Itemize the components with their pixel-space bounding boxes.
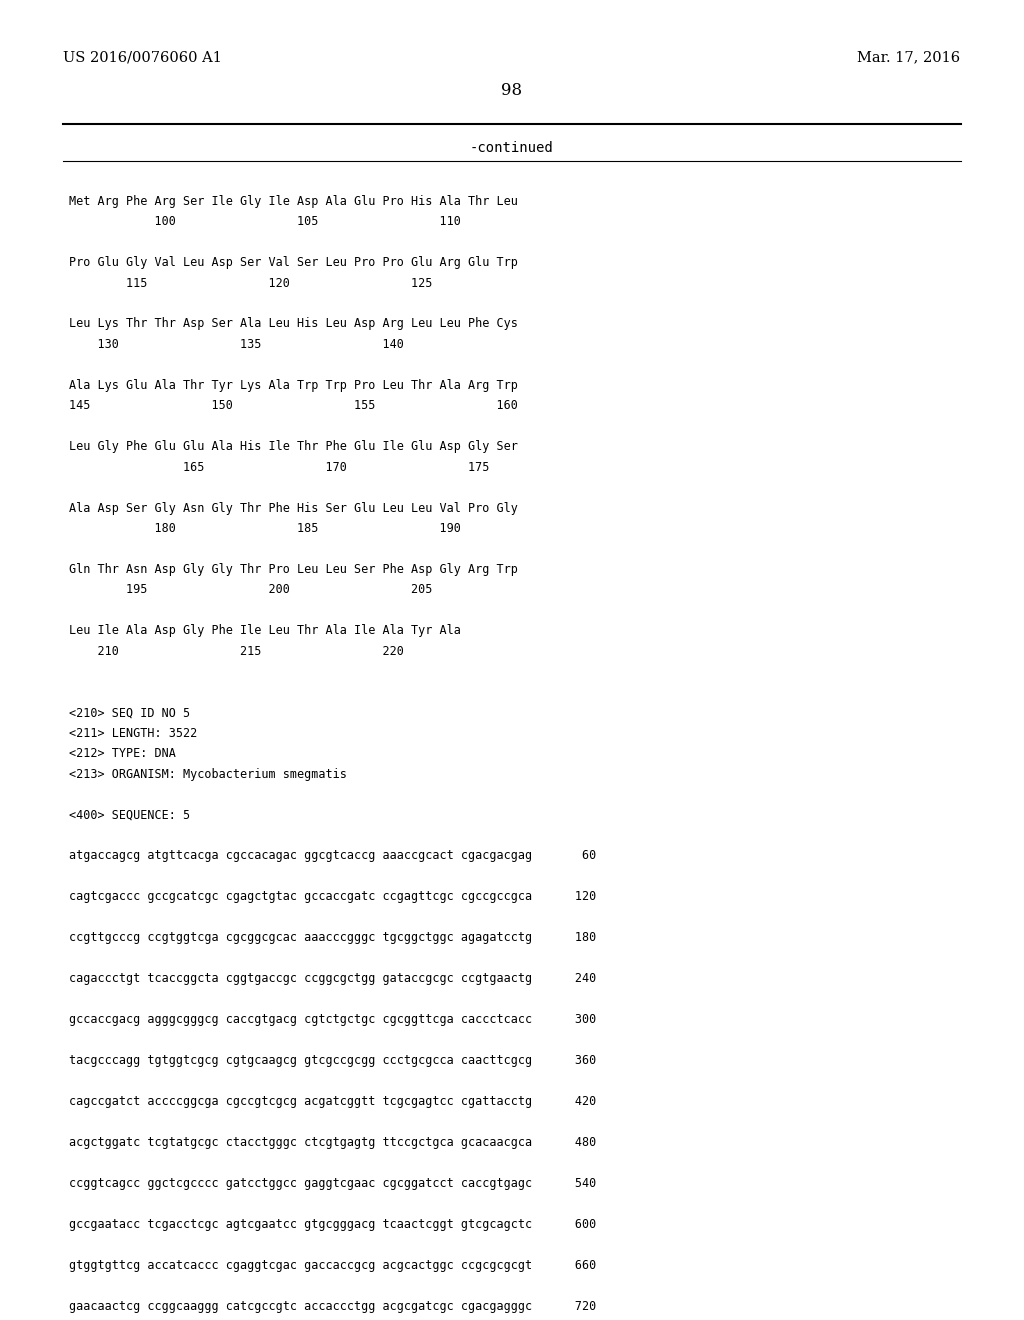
- Text: atgaccagcg atgttcacga cgccacagac ggcgtcaccg aaaccgcact cgacgacgag       60: atgaccagcg atgttcacga cgccacagac ggcgtca…: [69, 850, 596, 862]
- Text: gaacaactcg ccggcaaggg catcgccgtc accaccctgg acgcgatcgc cgacgagggc      720: gaacaactcg ccggcaaggg catcgccgtc accaccc…: [69, 1299, 596, 1312]
- Text: Mar. 17, 2016: Mar. 17, 2016: [857, 50, 961, 65]
- Text: 145                 150                 155                 160: 145 150 155 160: [69, 399, 517, 412]
- Text: 98: 98: [502, 82, 522, 99]
- Text: ccggtcagcc ggctcgcccc gatcctggcc gaggtcgaac cgcggatcct caccgtgagc      540: ccggtcagcc ggctcgcccc gatcctggcc gaggtcg…: [69, 1177, 596, 1189]
- Text: 210                 215                 220: 210 215 220: [69, 644, 403, 657]
- Text: Ala Lys Glu Ala Thr Tyr Lys Ala Trp Trp Pro Leu Thr Ala Arg Trp: Ala Lys Glu Ala Thr Tyr Lys Ala Trp Trp …: [69, 379, 517, 392]
- Text: <212> TYPE: DNA: <212> TYPE: DNA: [69, 747, 175, 760]
- Text: <210> SEQ ID NO 5: <210> SEQ ID NO 5: [69, 706, 189, 719]
- Text: gtggtgttcg accatcaccc cgaggtcgac gaccaccgcg acgcactggc ccgcgcgcgt      660: gtggtgttcg accatcaccc cgaggtcgac gaccacc…: [69, 1259, 596, 1271]
- Text: tacgcccagg tgtggtcgcg cgtgcaagcg gtcgccgcgg ccctgcgcca caacttcgcg      360: tacgcccagg tgtggtcgcg cgtgcaagcg gtcgccg…: [69, 1053, 596, 1067]
- Text: 100                 105                 110: 100 105 110: [69, 215, 461, 228]
- Text: Leu Ile Ala Asp Gly Phe Ile Leu Thr Ala Ile Ala Tyr Ala: Leu Ile Ala Asp Gly Phe Ile Leu Thr Ala …: [69, 624, 461, 638]
- Text: cagaccctgt tcaccggcta cggtgaccgc ccggcgctgg gataccgcgc ccgtgaactg      240: cagaccctgt tcaccggcta cggtgaccgc ccggcgc…: [69, 972, 596, 985]
- Text: 115                 120                 125: 115 120 125: [69, 277, 432, 289]
- Text: 130                 135                 140: 130 135 140: [69, 338, 403, 351]
- Text: 195                 200                 205: 195 200 205: [69, 583, 432, 597]
- Text: gccaccgacg agggcgggcg caccgtgacg cgtctgctgc cgcggttcga caccctcacc      300: gccaccgacg agggcgggcg caccgtgacg cgtctgc…: [69, 1014, 596, 1026]
- Text: Pro Glu Gly Val Leu Asp Ser Val Ser Leu Pro Pro Glu Arg Glu Trp: Pro Glu Gly Val Leu Asp Ser Val Ser Leu …: [69, 256, 517, 269]
- Text: <211> LENGTH: 3522: <211> LENGTH: 3522: [69, 726, 197, 739]
- Text: ccgttgcccg ccgtggtcga cgcggcgcac aaacccgggc tgcggctggc agagatcctg      180: ccgttgcccg ccgtggtcga cgcggcgcac aaacccg…: [69, 932, 596, 944]
- Text: Gln Thr Asn Asp Gly Gly Thr Pro Leu Leu Ser Phe Asp Gly Arg Trp: Gln Thr Asn Asp Gly Gly Thr Pro Leu Leu …: [69, 562, 517, 576]
- Text: gccgaatacc tcgacctcgc agtcgaatcc gtgcgggacg tcaactcggt gtcgcagctc      600: gccgaatacc tcgacctcgc agtcgaatcc gtgcggg…: [69, 1217, 596, 1230]
- Text: cagtcgaccc gccgcatcgc cgagctgtac gccaccgatc ccgagttcgc cgccgccgca      120: cagtcgaccc gccgcatcgc cgagctgtac gccaccg…: [69, 890, 596, 903]
- Text: 165                 170                 175: 165 170 175: [69, 461, 489, 474]
- Text: 180                 185                 190: 180 185 190: [69, 521, 461, 535]
- Text: <213> ORGANISM: Mycobacterium smegmatis: <213> ORGANISM: Mycobacterium smegmatis: [69, 768, 346, 780]
- Text: Leu Gly Phe Glu Glu Ala His Ile Thr Phe Glu Ile Glu Asp Gly Ser: Leu Gly Phe Glu Glu Ala His Ile Thr Phe …: [69, 441, 517, 453]
- Text: Met Arg Phe Arg Ser Ile Gly Ile Asp Ala Glu Pro His Ala Thr Leu: Met Arg Phe Arg Ser Ile Gly Ile Asp Ala …: [69, 195, 517, 207]
- Text: -continued: -continued: [470, 141, 554, 156]
- Text: Leu Lys Thr Thr Asp Ser Ala Leu His Leu Asp Arg Leu Leu Phe Cys: Leu Lys Thr Thr Asp Ser Ala Leu His Leu …: [69, 318, 517, 330]
- Text: Ala Asp Ser Gly Asn Gly Thr Phe His Ser Glu Leu Leu Val Pro Gly: Ala Asp Ser Gly Asn Gly Thr Phe His Ser …: [69, 502, 517, 515]
- Text: US 2016/0076060 A1: US 2016/0076060 A1: [63, 50, 222, 65]
- Text: cagccgatct accccggcga cgccgtcgcg acgatcggtt tcgcgagtcc cgattacctg      420: cagccgatct accccggcga cgccgtcgcg acgatcg…: [69, 1096, 596, 1107]
- Text: <400> SEQUENCE: 5: <400> SEQUENCE: 5: [69, 808, 189, 821]
- Text: acgctggatc tcgtatgcgc ctacctgggc ctcgtgagtg ttccgctgca gcacaacgca      480: acgctggatc tcgtatgcgc ctacctgggc ctcgtga…: [69, 1135, 596, 1148]
